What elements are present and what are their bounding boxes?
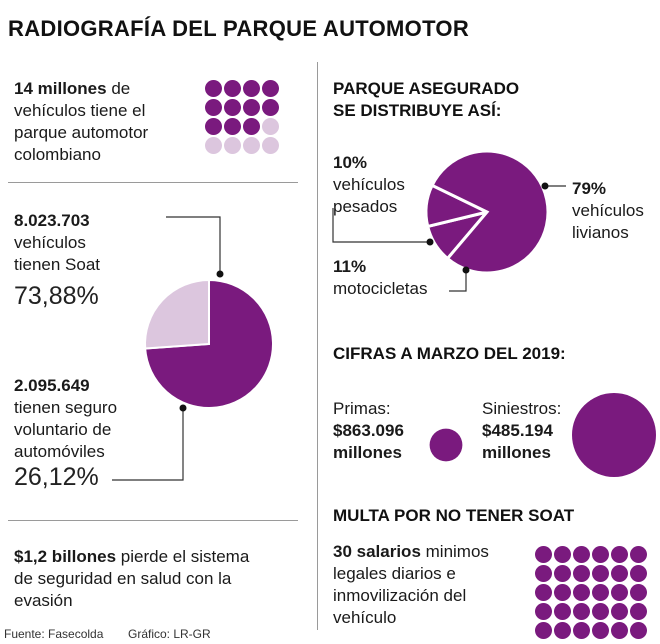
voluntary-percentage: 26,12% xyxy=(14,463,99,491)
dot-marker xyxy=(611,565,628,582)
dot-marker xyxy=(224,80,241,97)
soat-leader-dot xyxy=(216,270,224,278)
dot-marker xyxy=(611,584,628,601)
voluntary-text: 2.095.649 tienen seguro voluntario de au… xyxy=(14,376,118,461)
primas-text: Primas: $863.096 millones xyxy=(333,399,404,462)
dot-marker xyxy=(630,546,647,563)
dot-marker xyxy=(224,99,241,116)
fine-header: MULTA POR NO TENER SOAT xyxy=(333,506,575,525)
dot-marker xyxy=(262,99,279,116)
dot-marker xyxy=(224,137,241,154)
divider xyxy=(8,182,298,183)
heavy-label: 10% vehículos pesados xyxy=(333,153,405,216)
dot-marker xyxy=(535,603,552,620)
dot-marker xyxy=(554,622,571,639)
dot-marker xyxy=(592,622,609,639)
insured-pie-slice xyxy=(430,149,550,275)
dot-marker xyxy=(611,622,628,639)
dot-marker xyxy=(243,118,260,135)
fine-dot-matrix xyxy=(535,546,647,639)
dot-marker xyxy=(611,603,628,620)
moto-leader-line xyxy=(449,270,467,292)
dot-marker xyxy=(573,584,590,601)
soat-percentage: 73,88% xyxy=(14,282,99,310)
voluntary-leader-dot xyxy=(179,404,187,412)
dot-marker xyxy=(592,546,609,563)
dot-marker xyxy=(262,137,279,154)
dot-marker xyxy=(262,80,279,97)
dot-marker xyxy=(630,622,647,639)
dot-marker xyxy=(630,584,647,601)
dot-marker xyxy=(535,565,552,582)
source-note: Fuente: Fasecolda xyxy=(4,627,104,641)
dot-marker xyxy=(592,565,609,582)
voluntary-leader-line xyxy=(112,408,184,481)
fleet-count: 14 millones xyxy=(14,79,107,98)
figures-header: CIFRAS A MARZO DEL 2019: xyxy=(333,344,566,363)
dot-marker xyxy=(592,584,609,601)
moto-leader-dot xyxy=(462,266,470,274)
dot-marker xyxy=(573,603,590,620)
dot-marker xyxy=(205,137,222,154)
evasion-text: $1,2 billones pierde el sistema de segur… xyxy=(14,547,250,610)
credit-note: Gráfico: LR-GR xyxy=(128,627,211,641)
soat-text: 8.023.703 vehículos tienen Soat xyxy=(14,211,101,274)
dot-marker xyxy=(611,546,628,563)
dot-marker xyxy=(243,99,260,116)
dot-marker xyxy=(535,546,552,563)
soat-leader-line xyxy=(166,216,221,274)
page-title: RADIOGRAFÍA DEL PARQUE AUTOMOTOR xyxy=(8,16,470,41)
primas-bubble xyxy=(429,428,463,462)
dot-marker xyxy=(205,118,222,135)
soat-count: 8.023.703 xyxy=(14,211,90,230)
siniestros-text: Siniestros: $485.194 millones xyxy=(482,399,562,462)
light-label: 79% vehículos livianos xyxy=(572,179,644,242)
dot-marker xyxy=(243,80,260,97)
dot-marker xyxy=(573,546,590,563)
dot-marker xyxy=(630,565,647,582)
dot-marker xyxy=(243,137,260,154)
dot-marker xyxy=(554,584,571,601)
dot-marker xyxy=(573,565,590,582)
evasion-amount: $1,2 billones xyxy=(14,547,117,566)
dot-marker xyxy=(535,584,552,601)
heavy-leader-dot xyxy=(426,238,434,246)
insured-header: PARQUE ASEGURADO SE DISTRIBUYE ASÍ: xyxy=(333,79,520,120)
light-leader-dot xyxy=(541,182,549,190)
heavy-leader-line xyxy=(332,208,430,243)
dot-marker xyxy=(535,622,552,639)
divider xyxy=(8,520,298,521)
dot-marker xyxy=(573,622,590,639)
dot-marker xyxy=(554,565,571,582)
siniestros-bubble xyxy=(572,393,656,477)
vertical-divider xyxy=(317,62,318,630)
fine-text: 30 salarios minimos legales diarios e in… xyxy=(333,542,489,627)
dot-marker xyxy=(592,603,609,620)
dot-marker xyxy=(205,99,222,116)
dot-marker xyxy=(205,80,222,97)
dot-marker xyxy=(554,603,571,620)
voluntary-count: 2.095.649 xyxy=(14,376,90,395)
dot-marker xyxy=(554,546,571,563)
fleet-text: 14 millones de vehículos tiene el parque… xyxy=(14,79,149,164)
dot-marker xyxy=(224,118,241,135)
dot-marker xyxy=(630,603,647,620)
fine-amount: 30 salarios xyxy=(333,542,421,561)
fleet-dot-matrix xyxy=(205,80,279,154)
moto-label: 11% motocicletas xyxy=(333,257,428,298)
soat-pie-slice xyxy=(144,278,210,350)
dot-marker xyxy=(262,118,279,135)
